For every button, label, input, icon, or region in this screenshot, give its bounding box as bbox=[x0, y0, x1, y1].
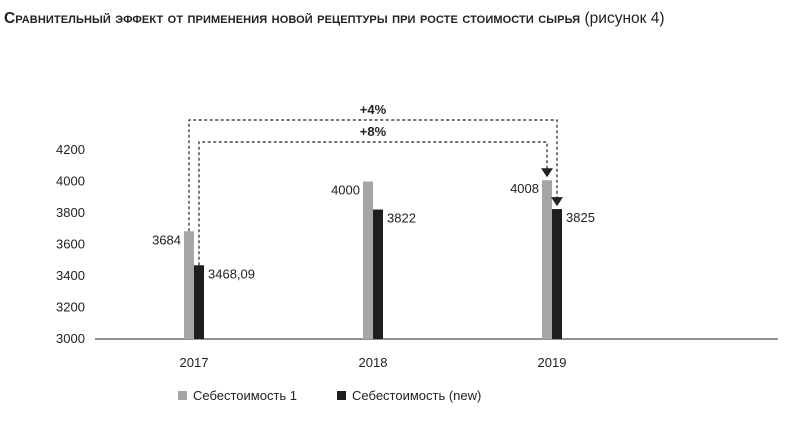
y-tick-label: 3000 bbox=[56, 331, 85, 346]
legend-label-series-new: Себестоимость (new) bbox=[352, 388, 482, 403]
bar-series-1-2018 bbox=[363, 181, 373, 339]
y-tick-label: 4200 bbox=[56, 142, 85, 157]
chart-title: Сравнительный эффект от применения новой… bbox=[4, 10, 665, 28]
annotation-label: +4% bbox=[360, 102, 387, 117]
annotation-arrow bbox=[541, 168, 553, 178]
legend-item-series-1: Себестоимость 1 bbox=[178, 388, 297, 403]
annotation-arrow bbox=[551, 197, 563, 207]
legend: Себестоимость 1 Себестоимость (new) bbox=[178, 388, 481, 403]
bar-series-new-2019 bbox=[552, 209, 562, 339]
bar-series-1-2019 bbox=[542, 180, 552, 339]
bar-series-new-2018 bbox=[373, 209, 383, 339]
data-label: 3822 bbox=[387, 211, 416, 226]
chart-title-sub: (рисунок 4) bbox=[584, 10, 665, 27]
y-tick-label: 3600 bbox=[56, 237, 85, 252]
x-tick-label: 2018 bbox=[359, 355, 388, 370]
bar-series-new-2017 bbox=[194, 265, 204, 339]
data-label: 3468,09 bbox=[208, 266, 255, 281]
y-tick-label: 4000 bbox=[56, 174, 85, 189]
data-label: 4008 bbox=[510, 181, 539, 196]
y-tick-label: 3200 bbox=[56, 300, 85, 315]
bar-series-1-2017 bbox=[184, 231, 194, 339]
y-tick-label: 3800 bbox=[56, 205, 85, 220]
legend-swatch-series-new bbox=[337, 391, 347, 400]
x-tick-label: 2019 bbox=[538, 355, 567, 370]
annotation-bracket bbox=[188, 119, 558, 232]
x-tick-label: 2017 bbox=[180, 355, 209, 370]
legend-item-series-new: Себестоимость (new) bbox=[337, 388, 481, 403]
annotation-label: +8% bbox=[360, 124, 387, 139]
data-label: 3825 bbox=[566, 210, 595, 225]
annotation-bracket bbox=[198, 141, 548, 266]
data-label: 4000 bbox=[331, 183, 360, 198]
y-tick-label: 3400 bbox=[56, 268, 85, 283]
data-label: 3684 bbox=[152, 232, 181, 247]
chart-title-main: Сравнительный эффект от применения новой… bbox=[4, 10, 581, 27]
legend-label-series-1: Себестоимость 1 bbox=[193, 388, 298, 403]
legend-swatch-series-1 bbox=[178, 391, 187, 400]
